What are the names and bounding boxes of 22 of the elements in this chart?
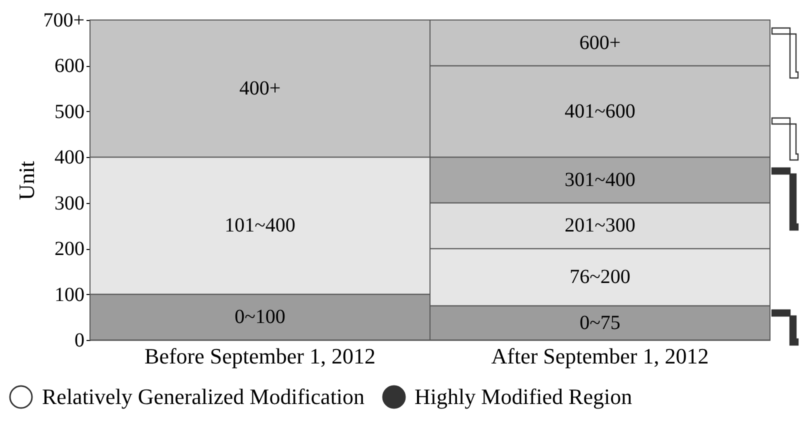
text: Highly Modified Region bbox=[414, 384, 632, 410]
series-label: 201~300 bbox=[564, 214, 636, 237]
series-label: 76~200 bbox=[570, 266, 630, 288]
y-tick-label: 300 bbox=[54, 192, 84, 214]
series-label: 401~600 bbox=[564, 100, 636, 122]
y-axis-title: Unit bbox=[14, 160, 40, 200]
series-label: 0~75 bbox=[580, 312, 620, 334]
x-tick-label: Before September 1, 2012 bbox=[144, 344, 376, 368]
text: Relatively Generalized Modification bbox=[42, 384, 365, 410]
y-tick-label: 0 bbox=[74, 330, 84, 352]
series-label: 400+ bbox=[239, 78, 281, 100]
y-tick-label: 700+ bbox=[43, 10, 84, 32]
y-tick-label: 200 bbox=[54, 238, 84, 260]
series-label: 101~400 bbox=[224, 214, 296, 237]
y-tick-label: 400 bbox=[54, 146, 84, 169]
y-tick-label: 600 bbox=[54, 55, 84, 78]
y-tick-label: 100 bbox=[54, 284, 84, 306]
series-label: 0~100 bbox=[234, 306, 286, 328]
x-tick-label: After September 1, 2012 bbox=[491, 344, 709, 368]
y-tick-label: 500 bbox=[54, 100, 84, 123]
series-label: 600+ bbox=[579, 32, 621, 54]
series-label: 301~400 bbox=[564, 169, 636, 191]
